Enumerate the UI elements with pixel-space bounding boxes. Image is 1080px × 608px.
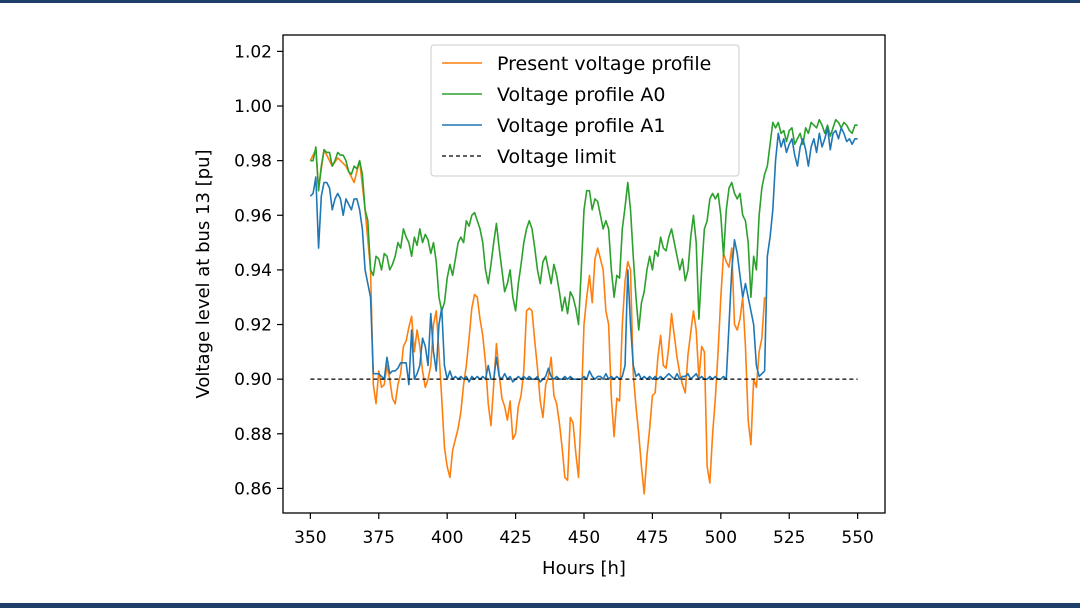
y-tick-label: 0.98 — [234, 152, 272, 172]
legend-label: Voltage profile A0 — [497, 84, 665, 106]
x-tick-label: 450 — [568, 528, 600, 548]
y-axis-label: Voltage level at bus 13 [pu] — [193, 149, 214, 398]
x-axis: 350 375 400 425 450 475 500 525 550 — [294, 513, 874, 548]
slide-border-bottom — [0, 603, 1080, 608]
legend-label: Voltage limit — [497, 146, 616, 168]
x-tick-label: 400 — [431, 528, 463, 548]
y-tick-label: 1.02 — [234, 42, 272, 62]
series-line-1 — [310, 118, 858, 331]
x-tick-label: 525 — [773, 528, 805, 548]
legend-box — [430, 44, 740, 177]
series-line-0 — [309, 148, 766, 495]
y-tick-label: 0.92 — [234, 316, 272, 336]
legend-label: Present voltage profile — [497, 53, 711, 75]
slide-border-top — [0, 0, 1080, 3]
legend-label: Voltage profile A1 — [497, 115, 665, 137]
y-tick-label: 0.96 — [234, 206, 272, 226]
y-tick-label: 0.94 — [234, 261, 272, 281]
x-tick-label: 500 — [705, 528, 737, 548]
plot-lines — [309, 118, 858, 495]
y-tick-label: 0.88 — [234, 425, 272, 445]
y-tick-label: 0.90 — [234, 370, 272, 390]
x-axis-label: Hours [h] — [542, 558, 626, 579]
legend: Present voltage profile Voltage profile A… — [430, 44, 740, 177]
x-tick-label: 375 — [363, 528, 395, 548]
y-tick-label: 0.86 — [234, 479, 272, 499]
series-line-2 — [309, 127, 858, 386]
y-axis: 0.86 0.88 0.90 0.92 0.94 0.96 0.98 1.00 1.02 — [234, 42, 283, 499]
y-tick-label: 1.00 — [234, 97, 272, 117]
x-tick-label: 350 — [294, 528, 326, 548]
x-tick-label: 475 — [636, 528, 668, 548]
x-tick-label: 425 — [499, 528, 531, 548]
x-tick-label: 550 — [841, 528, 873, 548]
